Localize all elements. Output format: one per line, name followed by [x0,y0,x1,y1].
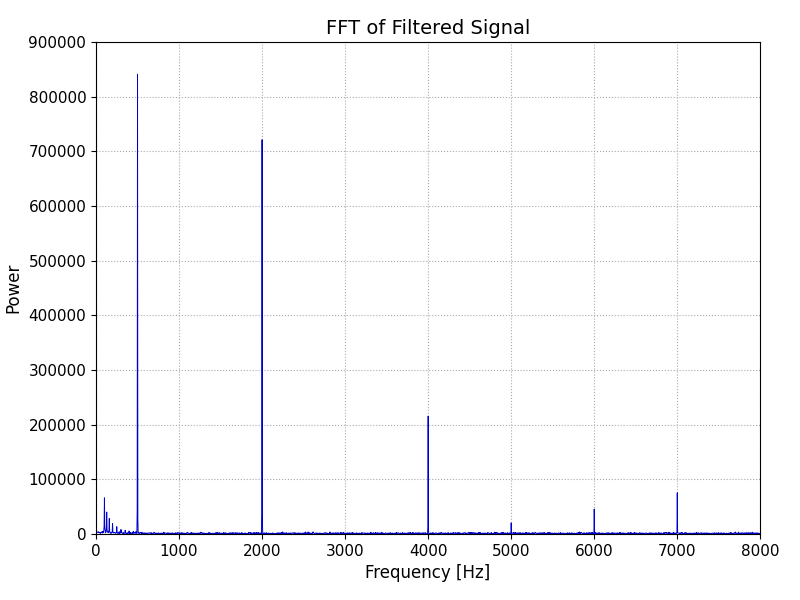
Y-axis label: Power: Power [5,263,23,313]
Title: FFT of Filtered Signal: FFT of Filtered Signal [326,19,530,38]
X-axis label: Frequency [Hz]: Frequency [Hz] [366,564,490,582]
